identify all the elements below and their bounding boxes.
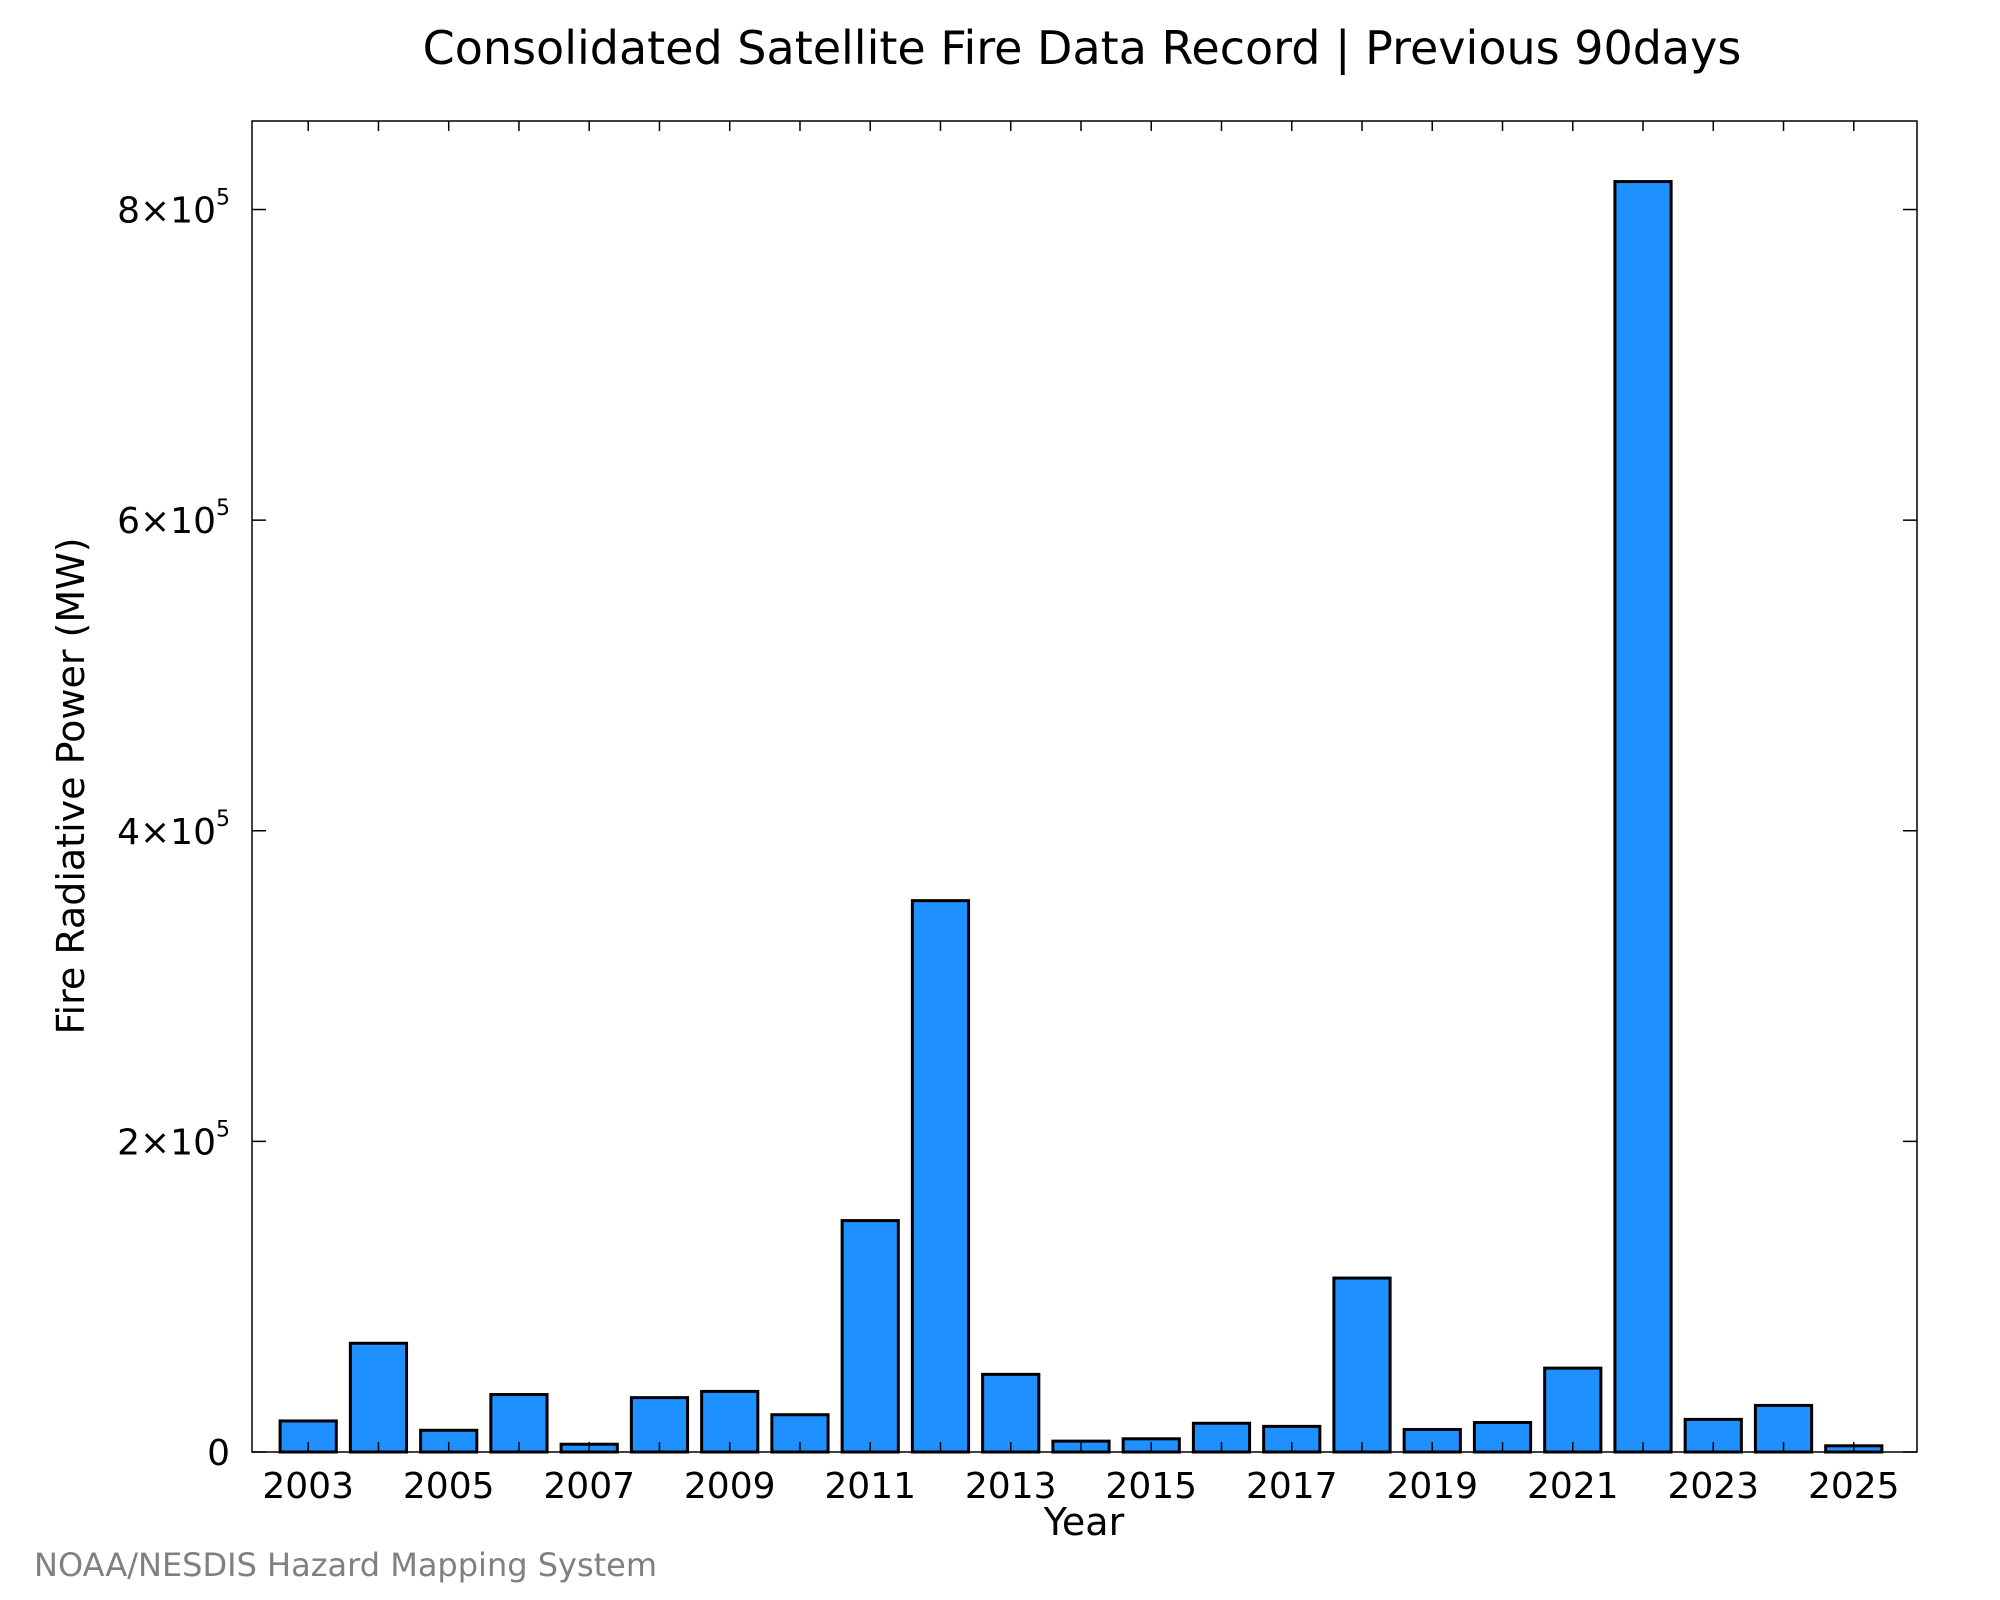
- bar-2018: [1332, 1276, 1392, 1454]
- y-ticks-group: 0 2×105 4×105 6×105 8×105: [117, 186, 1917, 1474]
- x-tick-label-2019: 2019: [1386, 1466, 1478, 1507]
- x-tick-label-2005: 2005: [403, 1466, 495, 1507]
- x-tick-label-2025: 2025: [1808, 1466, 1900, 1507]
- bar-2013: [981, 1372, 1041, 1454]
- x-tick-label-2013: 2013: [965, 1466, 1057, 1507]
- bars-group: [278, 180, 1884, 1454]
- bar-2004: [348, 1341, 409, 1454]
- x-tick-label-2009: 2009: [684, 1466, 776, 1507]
- x-tick-label-2021: 2021: [1527, 1466, 1619, 1507]
- x-tick-label-2011: 2011: [824, 1466, 916, 1507]
- y-tick-label-1: 2×105: [117, 1117, 230, 1163]
- x-tick-label-2003: 2003: [262, 1466, 354, 1507]
- x-ticks-group: 2003 2005 2007 2009 2011 2013 2015 2017 2019 2021…: [262, 121, 1900, 1507]
- y-tick-label-4: 8×105: [117, 186, 230, 232]
- bar-2012: [910, 899, 971, 1454]
- x-tick-label-2007: 2007: [543, 1466, 635, 1507]
- bar-2022: [1613, 180, 1673, 1454]
- x-tick-label-2017: 2017: [1246, 1466, 1338, 1507]
- y-tick-label-0: 0: [207, 1433, 230, 1474]
- y-axis-label: Fire Radiative Power (MW): [49, 537, 93, 1034]
- x-axis-label: Year: [1043, 1500, 1125, 1544]
- chart-title: Consolidated Satellite Fire Data Record …: [423, 21, 1742, 76]
- bar-2011: [840, 1219, 900, 1454]
- bar-2021: [1543, 1366, 1603, 1454]
- bar-2023: [1683, 1417, 1743, 1454]
- y-tick-label-2: 4×105: [117, 807, 230, 853]
- x-tick-label-2015: 2015: [1105, 1466, 1197, 1507]
- y-tick-label-3: 6×105: [117, 496, 230, 542]
- x-tick-label-2023: 2023: [1667, 1466, 1759, 1507]
- source-credit: NOAA/NESDIS Hazard Mapping System: [34, 1546, 657, 1584]
